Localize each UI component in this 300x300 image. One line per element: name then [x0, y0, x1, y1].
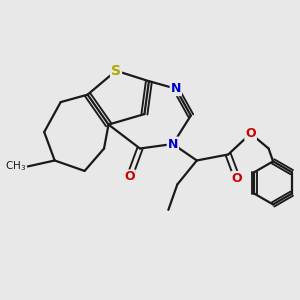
Text: S: S — [111, 64, 121, 78]
Text: O: O — [232, 172, 242, 185]
Text: CH$_3$: CH$_3$ — [5, 160, 26, 173]
Text: N: N — [168, 137, 178, 151]
Text: O: O — [245, 127, 256, 140]
Text: O: O — [124, 170, 135, 183]
Text: N: N — [171, 82, 181, 95]
